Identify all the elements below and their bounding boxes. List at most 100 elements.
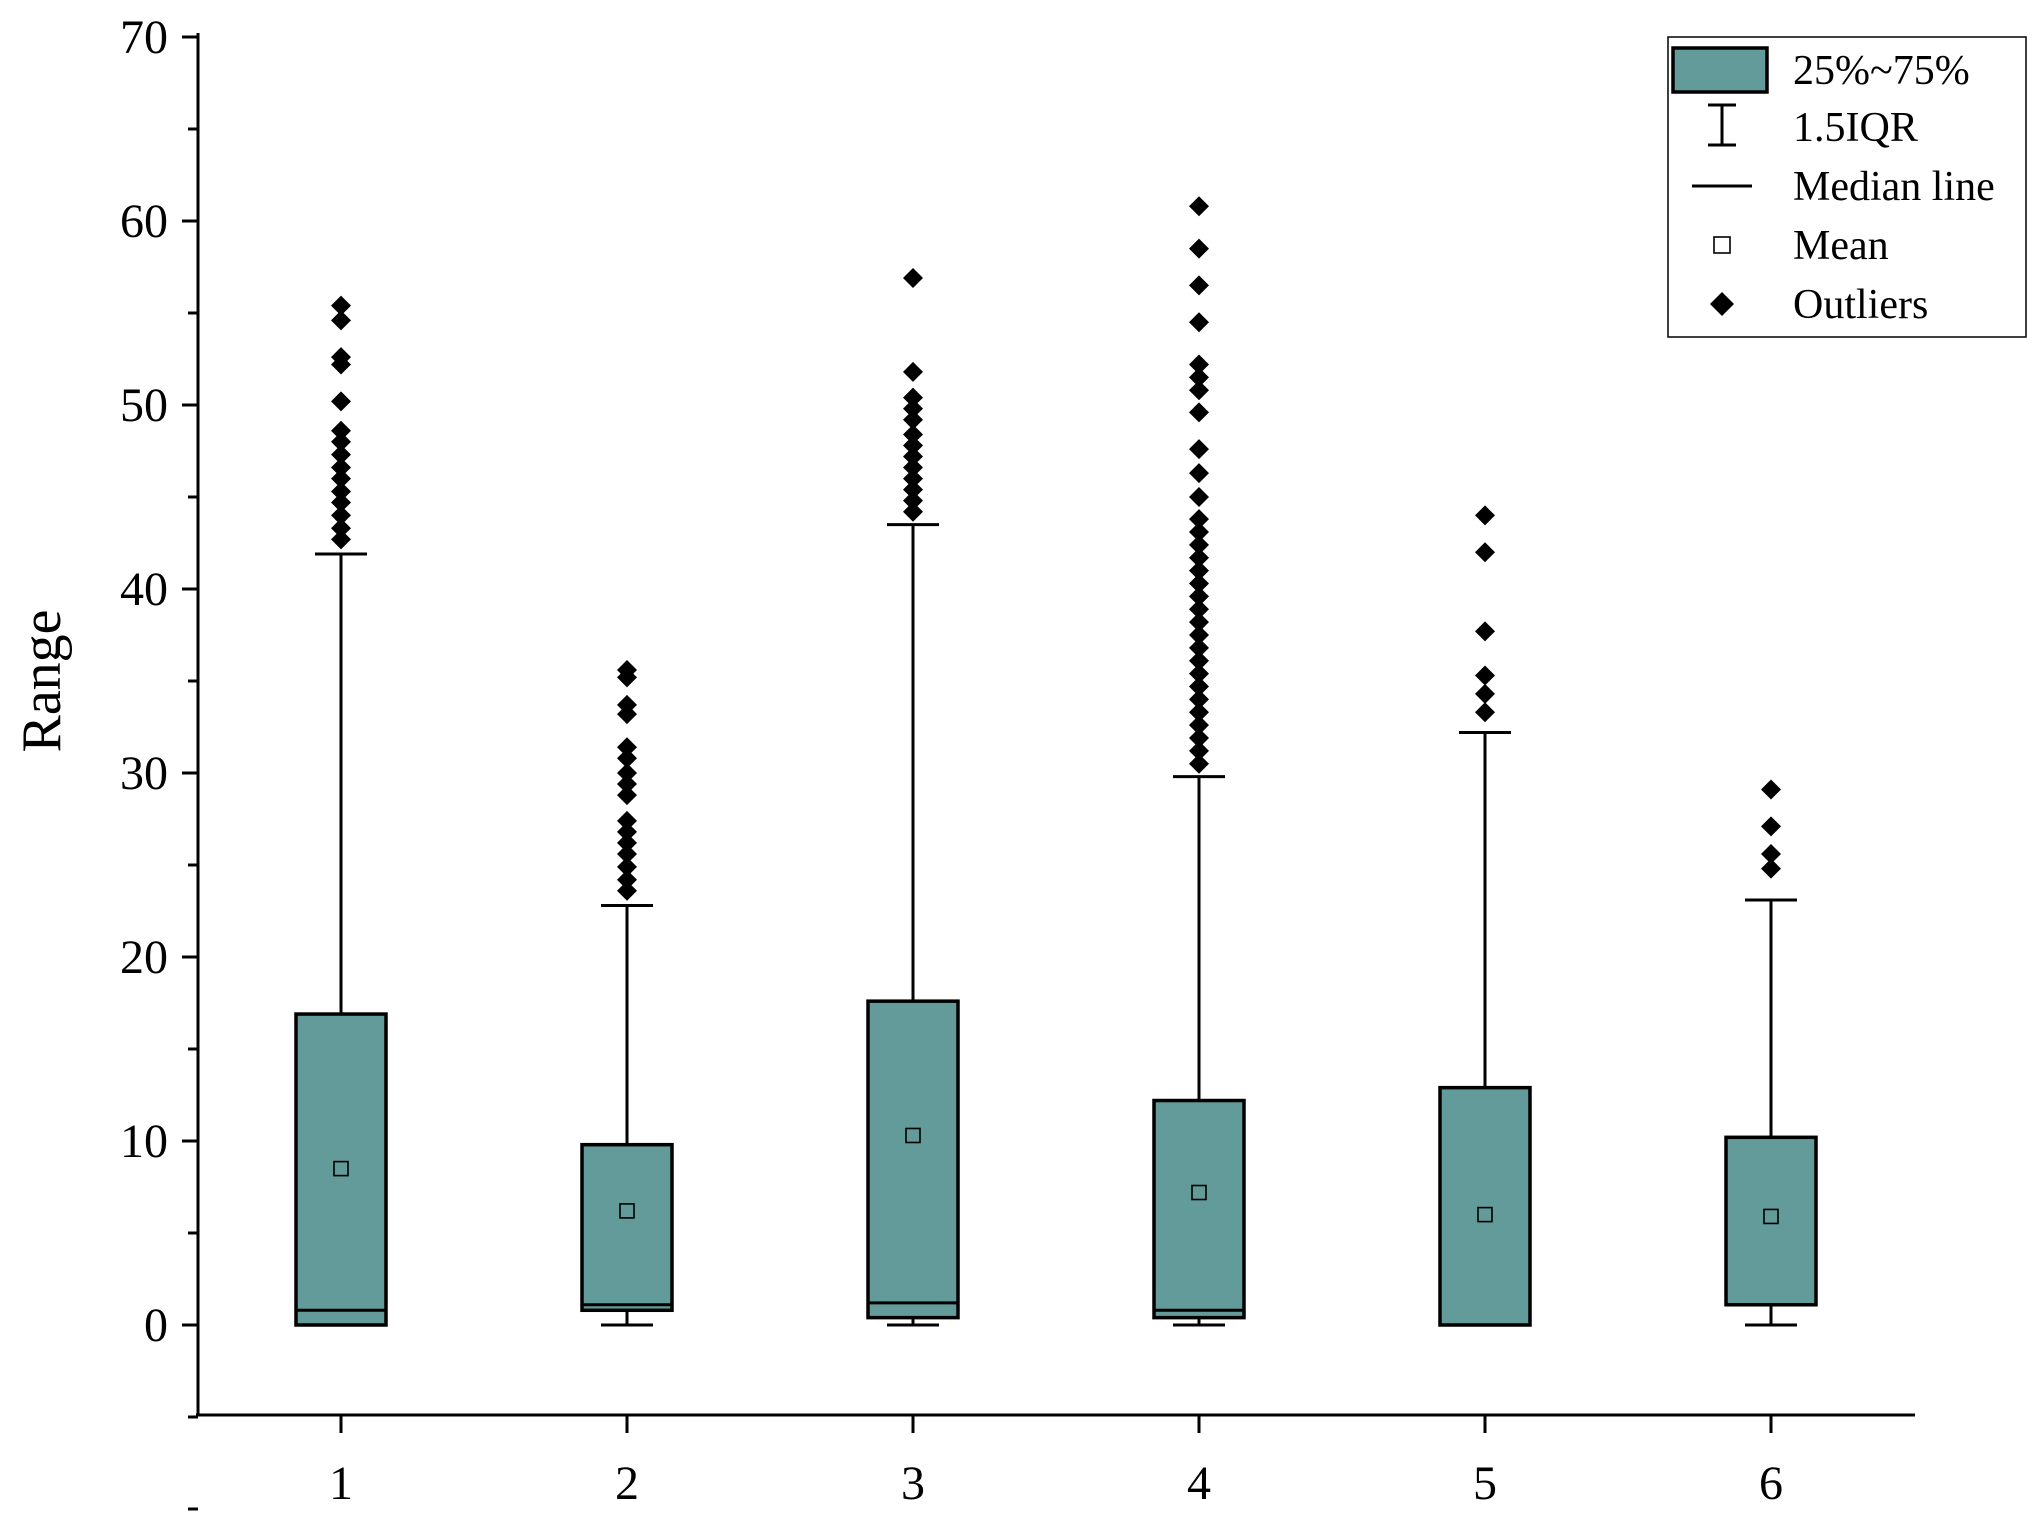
outlier-marker [1475,702,1495,723]
outlier-marker [1189,650,1209,671]
outlier-marker [331,347,351,368]
outlier-marker [331,457,351,478]
outlier-marker [617,694,637,715]
outlier-marker [903,424,923,445]
outlier-marker [1189,599,1209,620]
outlier-marker [1189,521,1209,542]
legend-label: Outliers [1793,282,1928,328]
outlier-marker [1189,439,1209,460]
mean-marker [619,1203,635,1219]
y-tick-label: 30 [120,747,168,800]
outlier-marker [331,481,351,502]
outlier-marker [1189,275,1209,296]
iqr-box [1152,1098,1246,1320]
y-axis-title: Range [11,609,73,752]
outlier-marker [617,843,637,864]
outlier-marker [1189,560,1209,581]
mean-marker [333,1160,349,1177]
outlier-marker [617,832,637,853]
outlier-marker [1189,663,1209,684]
outlier-marker [1189,534,1209,555]
iqr-box [1438,1085,1532,1327]
legend-label: 1.5IQR [1793,105,1918,151]
outlier-marker [1189,702,1209,723]
outlier-marker [1189,715,1209,736]
y-tick-label: 50 [120,379,168,432]
outlier-marker [903,387,923,408]
iqr-box [866,999,960,1320]
outlier-marker [331,505,351,526]
outlier-marker [1189,689,1209,710]
y-tick-label: 70 [120,11,168,64]
outlier-marker [1761,816,1781,837]
outlier-marker [903,268,923,289]
outlier-marker [331,529,351,550]
outlier-marker [903,468,923,489]
outlier-marker [331,295,351,316]
legend-mean-symbol [1713,236,1731,254]
outlier-marker [331,444,351,465]
outlier-marker [1475,683,1495,704]
mean-marker [1477,1206,1493,1223]
x-tick-label: 3 [901,1457,925,1510]
outlier-marker [331,468,351,489]
y-tick-label: 40 [120,563,168,616]
outlier-marker [1475,665,1495,686]
outlier-marker [1189,547,1209,568]
y-tick-label: 20 [120,931,168,984]
outlier-marker [1761,779,1781,800]
outlier-marker [1189,676,1209,697]
outlier-marker [1475,505,1495,526]
outlier-marker [331,420,351,441]
outlier-marker [331,492,351,513]
iqr-box [580,1142,674,1313]
outlier-marker [617,774,637,795]
outlier-marker [1761,843,1781,864]
y-tick-label: 60 [120,195,168,248]
x-tick-label: 4 [1187,1457,1211,1510]
outlier-marker [1189,740,1209,761]
outlier-marker [903,490,923,511]
mean-marker [905,1127,921,1144]
outlier-marker [1189,573,1209,594]
outlier-marker [1189,367,1209,388]
outlier-marker [1761,858,1781,879]
outlier-marker [617,659,637,680]
outlier-marker [331,431,351,452]
x-tick-label: 5 [1473,1457,1497,1510]
mean-marker [1191,1184,1207,1201]
outlier-marker [1189,753,1209,774]
outlier-marker [903,435,923,456]
outlier-marker [617,810,637,831]
outlier-marker [331,391,351,412]
outlier-marker [1475,542,1495,563]
y-tick-label: 10 [120,1115,168,1168]
legend-label: Mean [1793,223,1889,269]
outlier-marker [1189,238,1209,259]
outlier-marker [1189,509,1209,530]
outlier-marker [1189,196,1209,217]
x-tick-label: 1 [329,1457,353,1510]
outlier-marker [617,856,637,877]
outlier-marker [1189,612,1209,633]
outlier-marker [1189,463,1209,484]
outlier-marker [903,479,923,500]
outlier-marker [903,398,923,419]
outlier-marker [903,501,923,522]
outlier-marker [617,880,637,901]
legend-label: 25%~75% [1793,48,1970,94]
outlier-marker [903,457,923,478]
outlier-marker [1189,312,1209,333]
x-tick-label: 6 [1759,1457,1783,1510]
outlier-marker [1189,728,1209,749]
outlier-marker [1189,354,1209,375]
legend-label: Median line [1793,164,1995,210]
outlier-marker [1189,637,1209,658]
outlier-marker [617,821,637,842]
outlier-marker [617,763,637,783]
outlier-marker [617,869,637,890]
outlier-marker [331,310,351,331]
outlier-marker [903,409,923,430]
